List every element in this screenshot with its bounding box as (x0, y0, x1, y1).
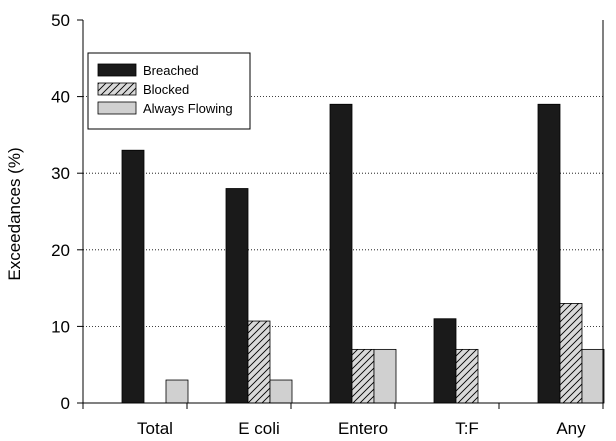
bar-breached (225, 188, 249, 404)
y-axis-label: Exceedances (%) (5, 147, 24, 280)
legend-label: Breached (143, 63, 199, 78)
bar-blocked (247, 320, 271, 404)
bar-breached (433, 318, 457, 404)
x-tick-label: Entero (338, 419, 388, 438)
y-tick-label: 30 (51, 164, 70, 183)
bar-always-flowing (581, 348, 605, 404)
bars (121, 103, 605, 404)
legend-swatch (97, 101, 137, 115)
y-tick-label: 50 (51, 11, 70, 30)
x-tick-label: T:F (455, 419, 479, 438)
legend-label: Always Flowing (143, 101, 233, 116)
bar-always-flowing (165, 379, 189, 404)
bar-breached (329, 103, 353, 404)
legend-swatch (97, 82, 137, 96)
bar-blocked (559, 303, 583, 404)
bar-breached (121, 149, 145, 404)
bar-blocked (351, 348, 375, 404)
x-tick-label: Total (137, 419, 173, 438)
y-tick-label: 0 (61, 394, 70, 413)
legend-label: Blocked (143, 82, 189, 97)
legend: Breached Blocked Always Flowing (87, 52, 251, 130)
bar-blocked (455, 348, 479, 404)
y-tick-label: 20 (51, 241, 70, 260)
y-tick-label: 10 (51, 317, 70, 336)
bar-breached (537, 103, 561, 404)
y-tick-label: 40 (51, 88, 70, 107)
legend-swatch (97, 63, 137, 77)
bar-always-flowing (373, 348, 397, 404)
x-tick-label: Any (556, 419, 586, 438)
x-tick-label: E coli (238, 419, 280, 438)
axes: Total E coli Entero T:F Any 0 10 20 30 40 50 (51, 11, 604, 438)
bar-always-flowing (269, 379, 293, 404)
